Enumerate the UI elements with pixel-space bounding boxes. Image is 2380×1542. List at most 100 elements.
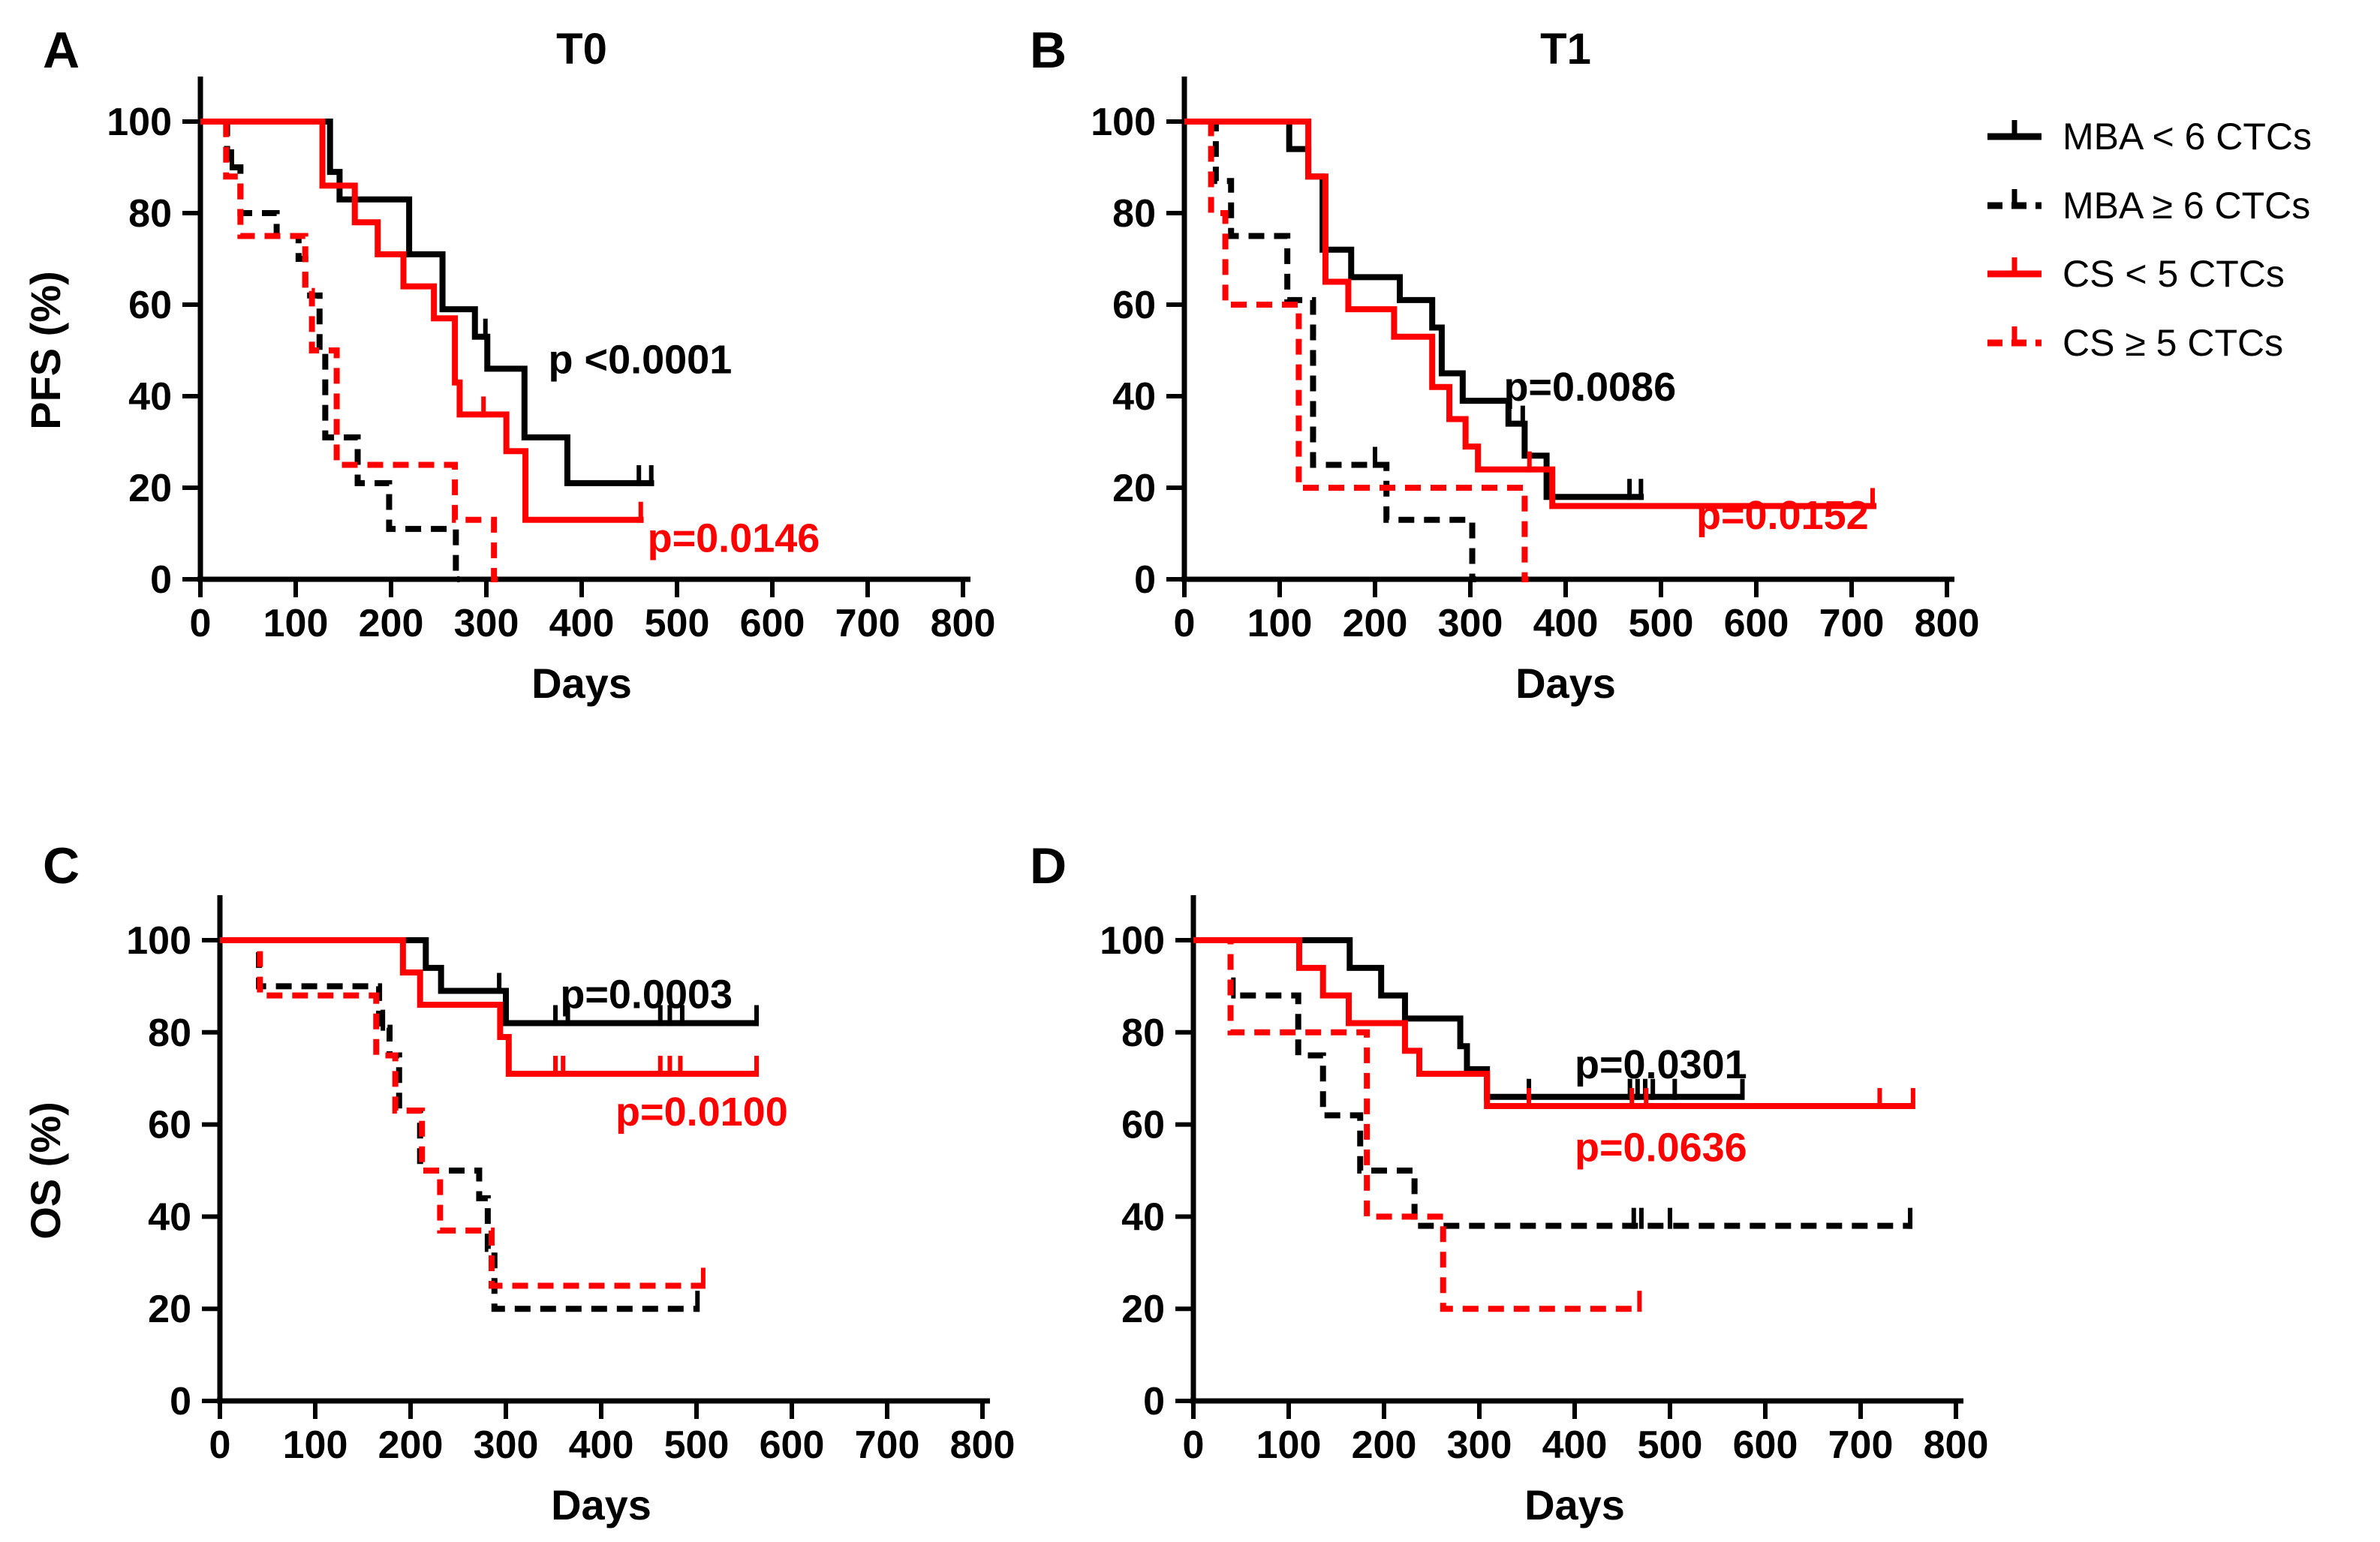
x-tick-label: 700: [1828, 1423, 1894, 1467]
panel-title: T1: [1540, 25, 1591, 74]
p-value-annotation: p=0.0146: [648, 516, 820, 561]
y-tick-label: 60: [1112, 284, 1156, 327]
x-tick-label: 600: [1724, 602, 1789, 645]
panel-letter: B: [1030, 22, 1067, 79]
x-tick-label: 200: [378, 1423, 444, 1467]
y-tick-label: 40: [1112, 375, 1156, 419]
legend-label: MBA < 6 CTCs: [2063, 116, 2312, 158]
y-tick-label: 0: [150, 558, 172, 602]
y-axis-title: PFS (%): [22, 271, 69, 430]
x-tick-label: 0: [190, 602, 212, 645]
curve-C-3: [220, 937, 706, 1289]
legend-label: CS ≥ 5 CTCs: [2063, 322, 2283, 364]
curve-C-2: [220, 937, 759, 1078]
curve-D-3: [1193, 937, 1641, 1312]
y-tick-label: 20: [128, 467, 172, 510]
y-tick-label: 20: [148, 1288, 191, 1331]
panel-D: 0 100 200 300 400 500 600 700 800 0 20 40 60 80 100 Day…: [1030, 837, 1988, 1528]
panel-A: 0 100 200 300 400 500 600 700 800 0 20 40 60 80 100 Day…: [22, 22, 995, 707]
x-tick-label: 600: [740, 602, 805, 645]
curve-A-2: [200, 119, 644, 523]
x-tick-label: 800: [950, 1423, 1015, 1467]
y-tick-label: 100: [1091, 101, 1156, 144]
y-tick-label: 100: [126, 919, 191, 963]
y-tick-label: 40: [148, 1195, 191, 1239]
y-tick-label: 80: [1112, 192, 1156, 236]
x-tick-label: 400: [569, 1423, 634, 1467]
y-tick-label: 20: [1121, 1288, 1165, 1331]
panel-letter: A: [43, 22, 80, 79]
y-tick-label: 0: [1134, 558, 1156, 602]
x-tick-label: 300: [1438, 602, 1503, 645]
curve-C-0: [220, 937, 759, 1026]
y-tick-label: 60: [1121, 1104, 1165, 1147]
x-tick-label: 400: [1533, 602, 1599, 645]
curve-B-2: [1184, 119, 1877, 509]
x-axis-title: Days: [551, 1481, 651, 1528]
y-tick-label: 0: [1143, 1380, 1165, 1423]
x-tick-label: 0: [1174, 602, 1196, 645]
x-tick-label: 100: [283, 1423, 348, 1467]
p-value-annotation: p=0.0152: [1696, 493, 1869, 538]
y-tick-label: 100: [107, 101, 172, 144]
x-tick-label: 600: [760, 1423, 825, 1467]
y-tick-label: 60: [128, 284, 172, 327]
y-tick-label: 20: [1112, 467, 1156, 510]
x-tick-label: 300: [1447, 1423, 1512, 1467]
x-tick-label: 800: [1915, 602, 1980, 645]
legend-label: MBA ≥ 6 CTCs: [2063, 185, 2310, 227]
x-tick-label: 0: [209, 1423, 231, 1467]
y-tick-label: 100: [1100, 919, 1165, 963]
x-tick-label: 200: [1352, 1423, 1417, 1467]
x-tick-label: 500: [645, 602, 710, 645]
curve-B-1: [1184, 119, 1476, 582]
curve-D-2: [1193, 937, 1915, 1110]
x-tick-label: 400: [1542, 1423, 1608, 1467]
panel-B: 0 100 200 300 400 500 600 700 800 0 20 40 60 80 100 Day…: [1030, 22, 1979, 707]
x-axis-title: Days: [1524, 1481, 1625, 1528]
panel-C: 0 100 200 300 400 500 600 700 800 0 20 40 60 80 100 Day…: [22, 837, 1015, 1528]
x-tick-label: 100: [1256, 1423, 1322, 1467]
p-value-annotation: p=0.0301: [1575, 1042, 1747, 1087]
p-value-annotation: p <0.0001: [549, 338, 733, 383]
x-tick-label: 0: [1183, 1423, 1205, 1467]
legend: MBA < 6 CTCs MBA ≥ 6 CTCs CS < 5 CTCs CS ≥ …: [1987, 116, 2312, 364]
curve-D-0: [1193, 937, 1745, 1100]
panel-letter: D: [1030, 837, 1067, 894]
x-tick-label: 100: [1247, 602, 1313, 645]
panel-title: T0: [556, 25, 607, 74]
x-tick-label: 500: [664, 1423, 730, 1467]
x-tick-label: 200: [359, 602, 424, 645]
x-axis-title: Days: [1515, 660, 1616, 707]
y-tick-label: 80: [148, 1011, 191, 1055]
x-tick-label: 400: [549, 602, 615, 645]
x-tick-label: 700: [835, 602, 901, 645]
p-value-annotation: p=0.0086: [1503, 365, 1676, 410]
x-tick-label: 100: [263, 602, 329, 645]
x-tick-label: 800: [1924, 1423, 1989, 1467]
x-tick-label: 800: [931, 602, 996, 645]
y-tick-label: 60: [148, 1104, 191, 1147]
p-value-annotation: p=0.0100: [615, 1090, 788, 1135]
x-axis-title: Days: [531, 660, 632, 707]
panel-letter: C: [43, 837, 80, 894]
x-tick-label: 300: [474, 1423, 539, 1467]
y-axis-title: OS (%): [22, 1102, 69, 1240]
x-tick-label: 700: [1819, 602, 1885, 645]
y-tick-label: 80: [128, 192, 172, 236]
curve-A-3: [200, 119, 498, 582]
legend-label: CS < 5 CTCs: [2063, 253, 2285, 295]
y-tick-label: 0: [170, 1380, 191, 1423]
p-value-annotation: p=0.0636: [1575, 1126, 1747, 1171]
x-tick-label: 500: [1629, 602, 1694, 645]
curve-B-3: [1184, 119, 1529, 582]
p-value-annotation: p=0.0003: [560, 972, 733, 1017]
curve-A-0: [200, 119, 654, 486]
x-tick-label: 600: [1733, 1423, 1798, 1467]
x-tick-label: 200: [1343, 602, 1408, 645]
y-tick-label: 40: [128, 375, 172, 419]
y-tick-label: 80: [1121, 1011, 1165, 1055]
x-tick-label: 300: [454, 602, 519, 645]
